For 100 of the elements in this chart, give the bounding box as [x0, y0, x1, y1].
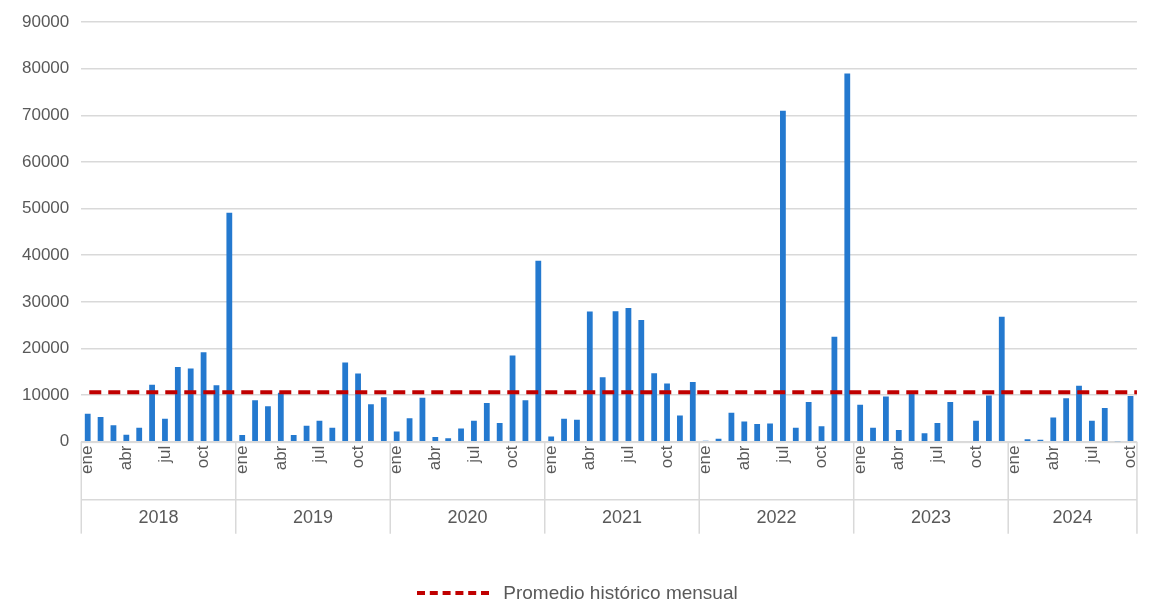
bar: [689, 381, 696, 441]
bar: [162, 418, 168, 441]
bar: [574, 419, 580, 441]
bar: [780, 110, 786, 441]
bar: [368, 404, 374, 441]
bar: [149, 384, 155, 441]
bar: [638, 320, 645, 441]
bar: [1088, 420, 1095, 441]
bar: [432, 436, 439, 441]
y-tick-label: 40000: [21, 244, 70, 264]
x-tick-label: abr: [579, 445, 599, 471]
x-tick-label: ene: [540, 445, 560, 475]
x-tick-label: abr: [116, 445, 136, 471]
bar: [265, 406, 271, 441]
x-tick-label: jul: [154, 445, 174, 464]
bar: [123, 434, 130, 441]
text: 2019: [292, 506, 334, 527]
bar: [174, 367, 181, 441]
bar: [947, 402, 954, 441]
x-tick-label: jul: [463, 445, 483, 464]
x-tick-label: abr: [425, 445, 444, 471]
y-tick-label: 0: [59, 431, 70, 451]
x-tick-label: oct: [502, 445, 522, 469]
bar: [458, 428, 464, 441]
bar: [767, 423, 773, 441]
x-tick-label: jul: [618, 445, 638, 464]
bar: [973, 420, 979, 441]
x-tick-label: abr: [1042, 445, 1062, 471]
bar: [483, 402, 490, 441]
x-tick-label: oct: [811, 445, 831, 469]
bar: [471, 420, 477, 441]
y-tick-label: 10000: [21, 384, 70, 404]
text: 2024: [1052, 506, 1093, 527]
bar: [561, 418, 567, 441]
x-tick-label: abr: [270, 445, 290, 471]
x-tick-label: oct: [193, 445, 213, 469]
bar: [380, 397, 387, 441]
bar: [548, 436, 555, 441]
text: 2020: [447, 506, 488, 527]
bar: [870, 427, 876, 441]
bar: [1063, 398, 1070, 441]
x-tick-label: oct: [656, 445, 676, 469]
x-tick-label: ene: [386, 445, 406, 475]
bar: [226, 212, 233, 441]
bar: [252, 400, 258, 441]
x-tick-label: jul: [1081, 445, 1101, 464]
bar: [857, 404, 864, 441]
y-tick-label: 80000: [21, 58, 70, 78]
bar: [586, 311, 593, 441]
bar: [1101, 408, 1108, 441]
x-tick-label: abr: [733, 445, 753, 471]
bar: [1076, 385, 1082, 441]
bar: [844, 73, 851, 441]
bar: [895, 429, 902, 441]
bar: [496, 423, 503, 441]
x-tick-label: ene: [77, 445, 97, 475]
bar: [677, 415, 683, 441]
bar: [805, 402, 812, 441]
x-tick-label: abr: [888, 445, 908, 471]
bar: [883, 396, 889, 441]
y-tick-label: 20000: [21, 338, 70, 358]
y-tick-label: 70000: [21, 105, 70, 125]
bar: [239, 435, 246, 441]
bar: [998, 316, 1005, 441]
x-tick-label: ene: [695, 445, 715, 475]
bar: [754, 423, 761, 441]
x-tick-label: ene: [1004, 445, 1024, 475]
bar: [445, 438, 452, 441]
bar: [342, 362, 349, 441]
bar: [908, 393, 915, 441]
bar: [986, 395, 992, 441]
text: 2022: [756, 506, 797, 527]
bar: [290, 435, 297, 441]
bar: [393, 431, 400, 441]
text: 2021: [601, 506, 643, 527]
bar: [136, 427, 143, 441]
bar: [921, 433, 928, 441]
x-tick-label: jul: [309, 445, 329, 464]
x-tick-label: ene: [849, 445, 869, 475]
x-tick-label: oct: [1120, 445, 1140, 469]
y-tick-label: 90000: [21, 11, 70, 31]
bar: [651, 373, 658, 441]
bar: [329, 427, 336, 441]
x-tick-label: ene: [231, 445, 251, 475]
bar: [792, 427, 799, 441]
x-tick-label: oct: [347, 445, 367, 469]
bar: [84, 413, 91, 441]
bar: [277, 392, 284, 441]
x-tick-label: jul: [927, 445, 947, 464]
text: 2018: [138, 506, 179, 527]
bar: [355, 373, 361, 441]
bar: [1050, 417, 1057, 441]
legend-label: Promedio histórico mensual: [503, 582, 738, 604]
bar: [187, 368, 194, 441]
text: 2023: [910, 506, 951, 527]
x-tick-label: oct: [965, 445, 985, 469]
y-tick-label: 50000: [21, 198, 70, 218]
bar: [535, 260, 542, 441]
y-tick-label: 30000: [21, 291, 70, 311]
bar: [599, 377, 606, 441]
